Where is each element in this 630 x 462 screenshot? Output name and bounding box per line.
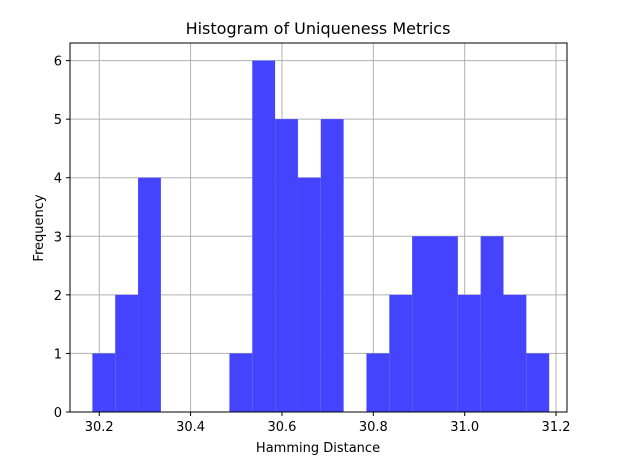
histogram-bar	[503, 294, 527, 412]
x-tick-label: 31.2	[542, 420, 571, 435]
plot-frame	[69, 42, 568, 413]
histogram-bar	[229, 353, 253, 412]
histogram-bar	[526, 353, 550, 412]
y-tick-label: 3	[54, 230, 62, 245]
x-axis-label: Hamming Distance	[256, 441, 380, 456]
y-tick-label: 0	[54, 406, 62, 421]
histogram-bar	[412, 236, 435, 412]
y-tick-label: 5	[54, 113, 62, 128]
y-tick-label: 6	[54, 55, 62, 70]
chart-title: Histogram of Uniqueness Metrics	[186, 19, 451, 38]
x-axis-ticks: 30.2 30.4 30.6 30.8 31.0 31.2	[85, 412, 571, 435]
y-tick-label: 2	[54, 289, 62, 304]
histogram-bar	[252, 60, 276, 412]
x-tick-label: 30.8	[359, 420, 388, 435]
y-tick-label: 1	[54, 347, 62, 362]
x-tick-label: 30.6	[267, 420, 296, 435]
histogram-bar	[320, 119, 344, 413]
bars	[92, 60, 550, 413]
histogram-bar	[115, 294, 139, 412]
histogram-bar	[457, 294, 481, 412]
histogram-bar	[389, 294, 413, 412]
x-tick-label: 30.4	[176, 420, 205, 435]
histogram-bar	[434, 236, 458, 412]
y-axis-ticks: 0 1 2 3 4 5 6	[54, 55, 70, 421]
histogram-bar	[366, 353, 390, 412]
x-tick-label: 30.2	[85, 420, 114, 435]
histogram-bar	[138, 177, 161, 412]
histogram-bar	[480, 236, 504, 412]
y-tick-label: 4	[54, 172, 62, 187]
x-tick-label: 31.0	[450, 420, 479, 435]
histogram-bar	[92, 353, 116, 412]
histogram-bar	[275, 119, 298, 413]
histogram-bar	[297, 177, 321, 412]
y-axis-label: Frequency	[32, 194, 47, 261]
